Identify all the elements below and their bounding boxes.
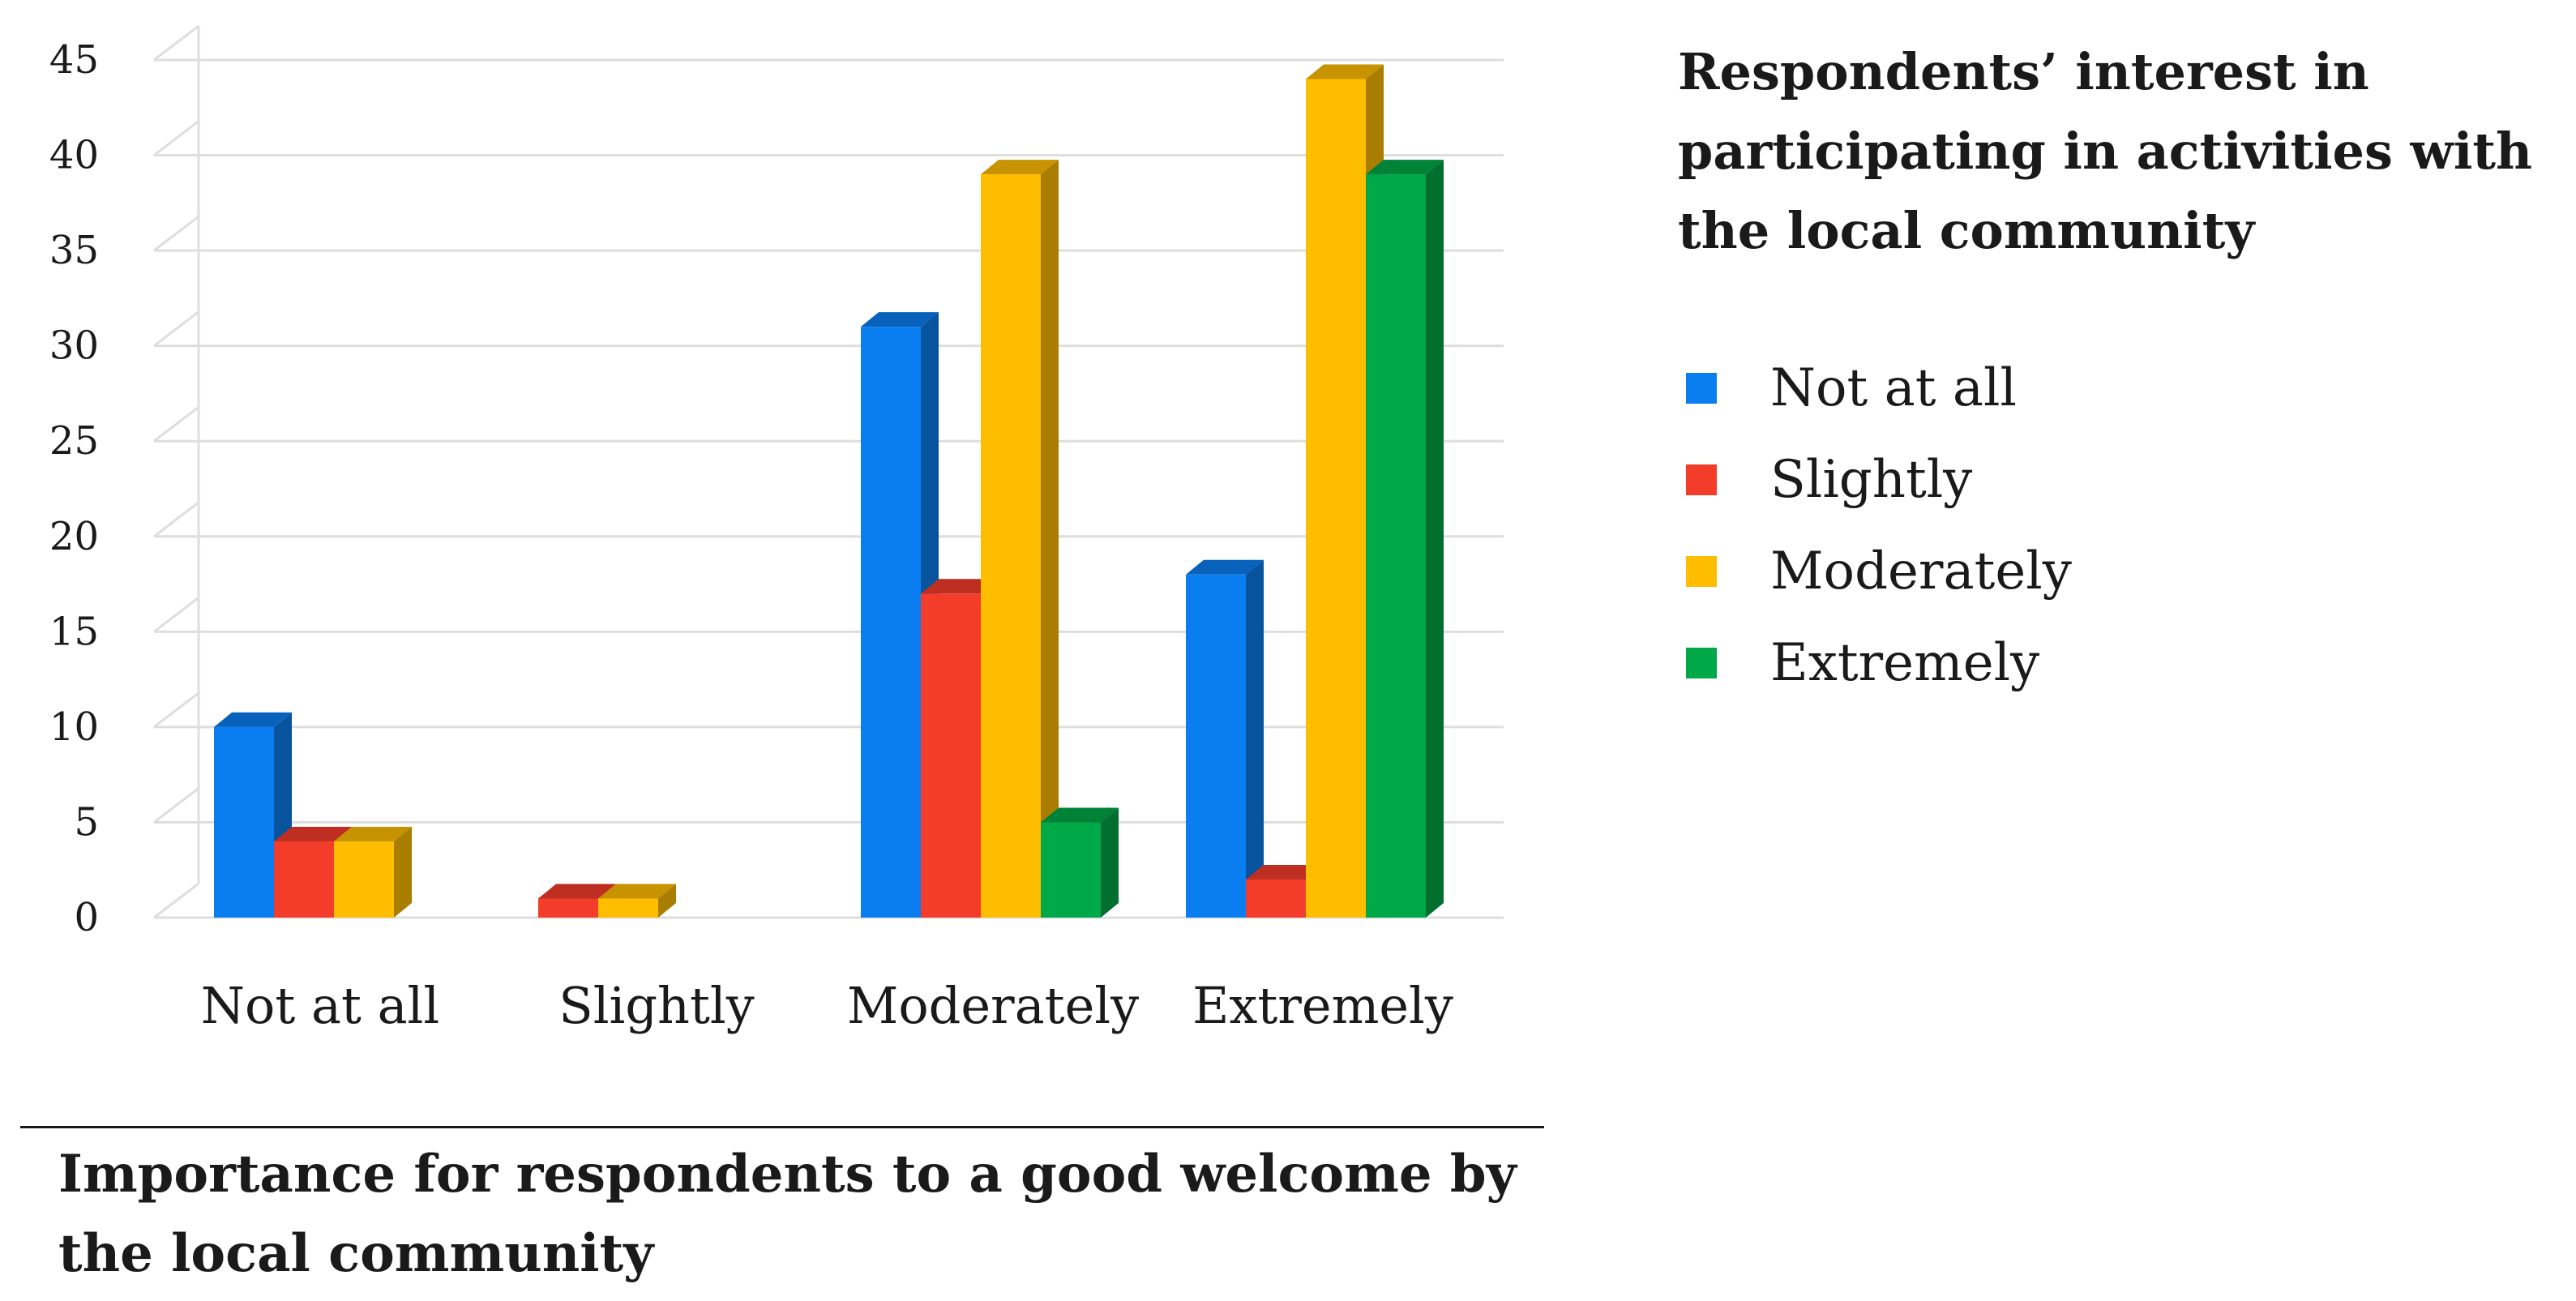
grid-line-diagonal [153, 597, 199, 633]
legend-label: Extremely [1770, 632, 2040, 693]
bar-side [1246, 559, 1264, 918]
legend-item-not-at-all: Not at all [1678, 342, 2570, 434]
y-tick-label: 5 [74, 799, 99, 845]
bar-not-at-all-moderately [334, 826, 412, 918]
bar-top [598, 884, 676, 899]
legend-swatch [1686, 647, 1717, 678]
bar-top [1186, 559, 1264, 575]
y-tick-label: 20 [49, 514, 99, 559]
y-tick-label: 45 [49, 37, 99, 83]
grid-line-diagonal [153, 691, 199, 729]
x-axis-title: Importance for respondents to a good wel… [58, 1144, 1517, 1284]
bar-moderately-extremely [1041, 807, 1119, 918]
bar-front [861, 327, 921, 918]
legend-item-slightly: Slightly [1678, 434, 2570, 525]
bar-slightly-moderately [598, 884, 676, 918]
bar-top [921, 579, 999, 594]
legend-swatch [1686, 372, 1717, 404]
bar-front [981, 174, 1041, 918]
y-tick-label: 0 [74, 895, 99, 940]
bar-not-at-all-not-at-all [214, 712, 292, 918]
bar-front [1186, 574, 1246, 918]
x-tick-label: Not at all [201, 976, 439, 1035]
legend-item-moderately: Moderately [1678, 525, 2570, 617]
legend-item-extremely: Extremely [1678, 617, 2570, 708]
bar-front [921, 593, 981, 918]
legend-items: Not at all Slightly Moderately Extremely [1678, 342, 2570, 708]
y-tick-label: 35 [49, 228, 99, 273]
bar-front [1366, 174, 1426, 918]
bar-side [1041, 160, 1059, 918]
category-labels: Not at all Slightly Moderately Extremely [201, 976, 1453, 1035]
bar-front [598, 898, 658, 918]
grid-line-diagonal [153, 501, 199, 537]
y-tick-labels: 0 5 10 15 20 25 30 35 40 45 [49, 37, 99, 940]
grid-line-diagonal [153, 882, 199, 919]
bar-top [538, 884, 616, 899]
bar-top [1041, 807, 1119, 823]
bar-top [1366, 160, 1444, 175]
grid-line-diagonal [153, 310, 199, 347]
bar-top [214, 712, 292, 727]
y-tick-label: 25 [49, 418, 99, 464]
y-tick-label: 40 [49, 133, 99, 178]
bar-front [214, 726, 274, 918]
bar-side [394, 826, 412, 918]
legend-swatch [1686, 464, 1717, 495]
grid-line-diagonal [153, 406, 199, 443]
legend-label: Not at all [1770, 357, 2017, 418]
bar-top [861, 312, 939, 327]
legend-swatch [1686, 555, 1717, 587]
x-tick-label: Moderately [847, 976, 1139, 1035]
bar-top [1306, 64, 1384, 79]
bar-top [1246, 864, 1324, 879]
x-tick-label: Extremely [1192, 976, 1453, 1035]
y-tick-label: 30 [49, 323, 99, 369]
grid-line-diagonal [153, 24, 199, 62]
bar-side [1101, 807, 1119, 918]
legend-label: Moderately [1770, 541, 2072, 601]
bars [214, 64, 1444, 918]
bar-top [981, 160, 1059, 175]
x-axis-title-rule [20, 1126, 1544, 1128]
grid-line-diagonal [153, 215, 199, 252]
legend-title: Respondents’ interest in participating i… [1678, 42, 2533, 260]
bar-front [1306, 79, 1366, 918]
bar-top [274, 826, 352, 841]
bar-extremely-extremely [1366, 160, 1444, 918]
bar-front [334, 841, 394, 918]
y-tick-label: 10 [49, 704, 99, 750]
x-tick-label: Slightly [558, 976, 755, 1035]
bar-front [274, 841, 334, 918]
bar-side [1426, 160, 1444, 918]
y-tick-label: 15 [49, 609, 99, 654]
bar-front [538, 898, 598, 918]
bar-top [334, 826, 412, 841]
bar-extremely-not-at-all [1186, 559, 1264, 918]
grid-line-diagonal [153, 787, 199, 824]
grid-lines [153, 24, 1504, 919]
grid-line-diagonal [153, 120, 199, 156]
legend: Respondents’ interest in participating i… [1678, 32, 2570, 708]
bar-side [658, 884, 676, 918]
bar-moderately-moderately [981, 160, 1059, 918]
bar-front [1041, 822, 1101, 918]
legend-label: Slightly [1770, 449, 1973, 510]
bar-front [1246, 879, 1306, 918]
